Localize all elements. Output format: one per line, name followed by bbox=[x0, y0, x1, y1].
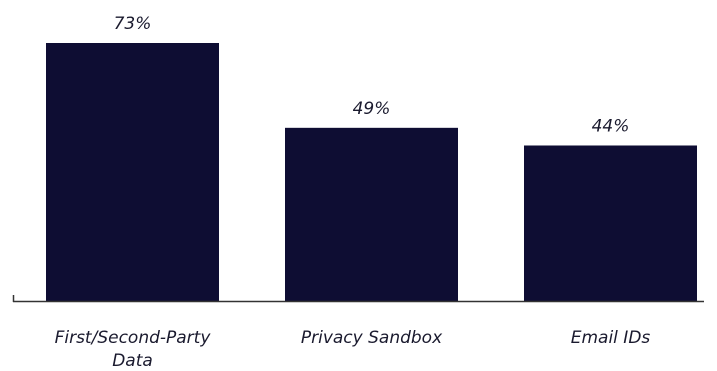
bar-2 bbox=[524, 145, 697, 301]
data-labels-group: 73% 49% 44% bbox=[114, 14, 630, 136]
category-label-2: Email IDs bbox=[571, 328, 651, 348]
bars-group bbox=[46, 43, 697, 301]
category-label-1: Privacy Sandbox bbox=[301, 328, 443, 348]
data-label-0: 73% bbox=[114, 14, 152, 34]
category-label-line: Email IDs bbox=[571, 328, 651, 348]
category-label-line: Data bbox=[112, 351, 153, 371]
category-label-line: First/Second-Party bbox=[55, 328, 212, 348]
category-label-line: Privacy Sandbox bbox=[301, 328, 443, 348]
data-label-2: 44% bbox=[592, 116, 630, 136]
bar-1 bbox=[285, 127, 458, 301]
category-label-0: First/Second-Party Data bbox=[55, 328, 212, 371]
data-label-1: 49% bbox=[353, 99, 391, 119]
category-labels-group: First/Second-Party Data Privacy Sandbox Ema… bbox=[55, 328, 651, 371]
bar-0 bbox=[46, 43, 219, 301]
